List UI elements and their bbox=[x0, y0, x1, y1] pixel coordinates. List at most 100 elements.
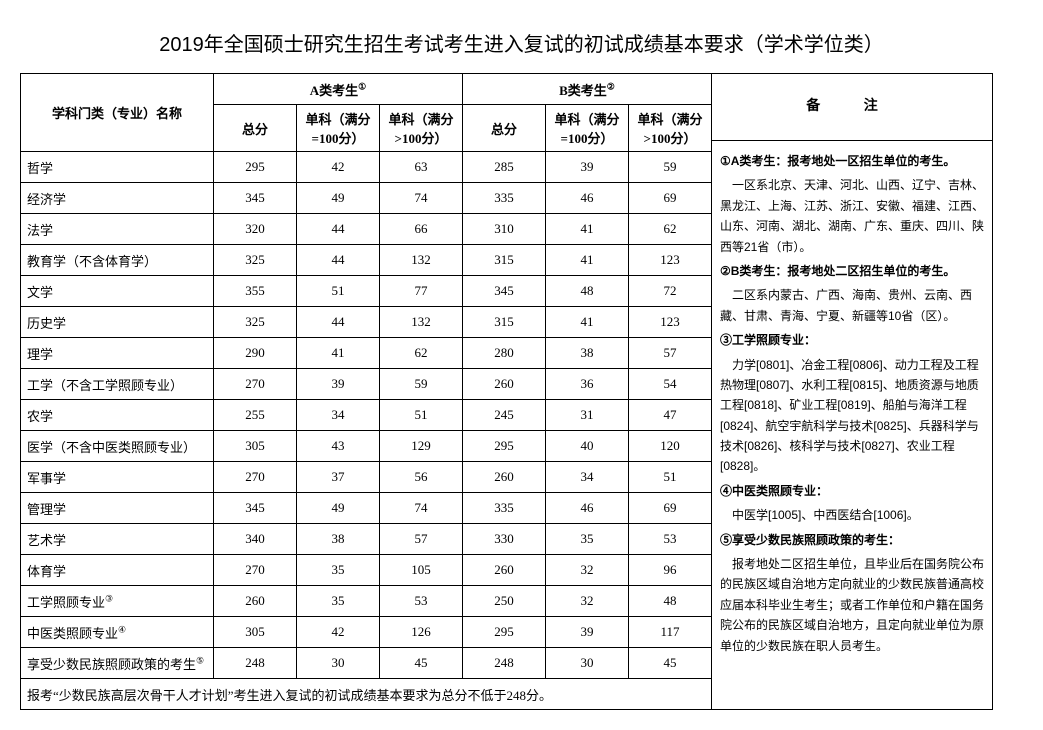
cell-value: 315 bbox=[463, 307, 546, 338]
cell-value: 123 bbox=[629, 307, 712, 338]
cell-value: 46 bbox=[546, 183, 629, 214]
row-subject: 理学 bbox=[21, 338, 214, 369]
cell-value: 126 bbox=[380, 617, 463, 648]
table-row: 历史学3254413231541123 bbox=[21, 307, 712, 338]
row-subject: 体育学 bbox=[21, 555, 214, 586]
table-row: 享受少数民族照顾政策的考生⑤24830452483045 bbox=[21, 648, 712, 679]
row-subject: 艺术学 bbox=[21, 524, 214, 555]
cell-value: 36 bbox=[546, 369, 629, 400]
cell-value: 32 bbox=[546, 555, 629, 586]
cell-value: 123 bbox=[629, 245, 712, 276]
header-group-b: B类考生② bbox=[463, 74, 712, 105]
cell-value: 290 bbox=[214, 338, 297, 369]
cell-value: 43 bbox=[297, 431, 380, 462]
cell-value: 255 bbox=[214, 400, 297, 431]
note-5-head: ⑤享受少数民族照顾政策的考生： bbox=[720, 530, 984, 550]
row-subject: 享受少数民族照顾政策的考生⑤ bbox=[21, 648, 214, 679]
cell-value: 66 bbox=[380, 214, 463, 245]
cell-value: 96 bbox=[629, 555, 712, 586]
cell-value: 34 bbox=[546, 462, 629, 493]
table-row: 工学照顾专业③26035532503248 bbox=[21, 586, 712, 617]
cell-value: 62 bbox=[380, 338, 463, 369]
cell-value: 40 bbox=[546, 431, 629, 462]
cell-value: 35 bbox=[546, 524, 629, 555]
cell-value: 315 bbox=[463, 245, 546, 276]
cell-value: 330 bbox=[463, 524, 546, 555]
cell-value: 260 bbox=[463, 555, 546, 586]
cell-value: 129 bbox=[380, 431, 463, 462]
score-table: 学科门类（专业）名称 A类考生① B类考生② 总分 单科（满分=100分） 单科… bbox=[20, 73, 712, 710]
cell-value: 35 bbox=[297, 586, 380, 617]
table-row: 中医类照顾专业④3054212629539117 bbox=[21, 617, 712, 648]
page-title: 2019年全国硕士研究生招生考试考生进入复试的初试成绩基本要求（学术学位类） bbox=[20, 28, 1023, 57]
cell-value: 44 bbox=[297, 214, 380, 245]
cell-value: 45 bbox=[380, 648, 463, 679]
cell-value: 245 bbox=[463, 400, 546, 431]
cell-value: 77 bbox=[380, 276, 463, 307]
cell-value: 56 bbox=[380, 462, 463, 493]
note-2-head: ②B类考生：报考地处二区招生单位的考生。 bbox=[720, 261, 984, 281]
footer-note: 报考“少数民族高层次骨干人才计划”考生进入复试的初试成绩基本要求为总分不低于24… bbox=[21, 679, 712, 710]
cell-value: 53 bbox=[629, 524, 712, 555]
cell-value: 305 bbox=[214, 431, 297, 462]
cell-value: 280 bbox=[463, 338, 546, 369]
cell-value: 59 bbox=[380, 369, 463, 400]
cell-value: 59 bbox=[629, 152, 712, 183]
cell-value: 270 bbox=[214, 555, 297, 586]
row-subject: 文学 bbox=[21, 276, 214, 307]
table-row: 体育学270351052603296 bbox=[21, 555, 712, 586]
cell-value: 47 bbox=[629, 400, 712, 431]
cell-value: 248 bbox=[463, 648, 546, 679]
cell-value: 345 bbox=[214, 493, 297, 524]
cell-value: 57 bbox=[380, 524, 463, 555]
note-4-body: 中医学[1005]、中西医结合[1006]。 bbox=[720, 505, 984, 525]
header-total-b: 总分 bbox=[463, 105, 546, 152]
header-subover100-a: 单科（满分>100分） bbox=[380, 105, 463, 152]
row-subject: 农学 bbox=[21, 400, 214, 431]
cell-value: 41 bbox=[297, 338, 380, 369]
note-3-body: 力学[0801]、冶金工程[0806]、动力工程及工程热物理[0807]、水利工… bbox=[720, 355, 984, 477]
table-row: 艺术学34038573303553 bbox=[21, 524, 712, 555]
notes-body: ①A类考生：报考地处一区招生单位的考生。 一区系北京、天津、河北、山西、辽宁、吉… bbox=[712, 141, 992, 709]
header-sub100-a: 单科（满分=100分） bbox=[297, 105, 380, 152]
cell-value: 260 bbox=[463, 369, 546, 400]
cell-value: 295 bbox=[214, 152, 297, 183]
row-subject: 哲学 bbox=[21, 152, 214, 183]
note-1-body: 一区系北京、天津、河北、山西、辽宁、吉林、黑龙江、上海、江苏、浙江、安徽、福建、… bbox=[720, 175, 984, 257]
cell-value: 30 bbox=[297, 648, 380, 679]
table-row: 法学32044663104162 bbox=[21, 214, 712, 245]
cell-value: 260 bbox=[214, 586, 297, 617]
cell-value: 51 bbox=[629, 462, 712, 493]
cell-value: 345 bbox=[463, 276, 546, 307]
cell-value: 41 bbox=[546, 307, 629, 338]
note-3-head: ③工学照顾专业： bbox=[720, 330, 984, 350]
cell-value: 305 bbox=[214, 617, 297, 648]
header-subover100-b: 单科（满分>100分） bbox=[629, 105, 712, 152]
header-total-a: 总分 bbox=[214, 105, 297, 152]
cell-value: 53 bbox=[380, 586, 463, 617]
note-1-head: ①A类考生：报考地处一区招生单位的考生。 bbox=[720, 151, 984, 171]
cell-value: 48 bbox=[546, 276, 629, 307]
table-row: 医学（不含中医类照顾专业）3054312929540120 bbox=[21, 431, 712, 462]
note-5-body: 报考地处二区招生单位，且毕业后在国务院公布的民族区域自治地方定向就业的少数民族普… bbox=[720, 554, 984, 656]
cell-value: 38 bbox=[546, 338, 629, 369]
cell-value: 39 bbox=[546, 617, 629, 648]
cell-value: 42 bbox=[297, 617, 380, 648]
cell-value: 69 bbox=[629, 183, 712, 214]
cell-value: 132 bbox=[380, 307, 463, 338]
cell-value: 57 bbox=[629, 338, 712, 369]
cell-value: 295 bbox=[463, 617, 546, 648]
cell-value: 41 bbox=[546, 214, 629, 245]
cell-value: 46 bbox=[546, 493, 629, 524]
cell-value: 42 bbox=[297, 152, 380, 183]
row-subject: 历史学 bbox=[21, 307, 214, 338]
row-subject: 经济学 bbox=[21, 183, 214, 214]
cell-value: 345 bbox=[214, 183, 297, 214]
cell-value: 30 bbox=[546, 648, 629, 679]
cell-value: 39 bbox=[297, 369, 380, 400]
cell-value: 51 bbox=[380, 400, 463, 431]
cell-value: 45 bbox=[629, 648, 712, 679]
table-row: 管理学34549743354669 bbox=[21, 493, 712, 524]
cell-value: 44 bbox=[297, 307, 380, 338]
row-subject: 中医类照顾专业④ bbox=[21, 617, 214, 648]
